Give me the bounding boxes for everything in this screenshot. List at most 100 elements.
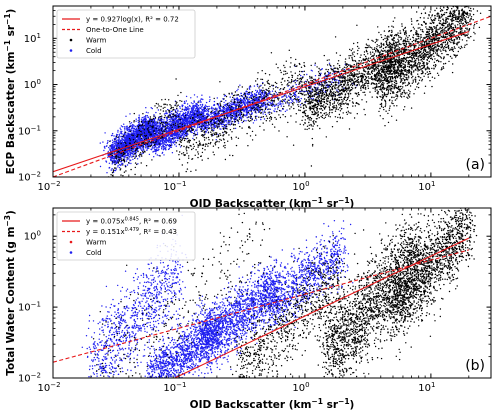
data-point [165,137,167,139]
data-point [194,126,196,128]
data-point [319,75,321,77]
data-point [104,147,106,149]
data-point [286,109,288,111]
data-point [153,119,156,122]
data-point [162,139,165,141]
data-point [163,147,165,149]
data-point [249,100,251,103]
data-point [234,127,237,130]
data-point [232,107,235,109]
data-point [250,101,252,104]
data-point [231,101,233,103]
data-point [151,122,154,124]
data-point [126,134,129,136]
data-point [121,159,123,162]
data-point [152,133,154,135]
data-point [229,124,232,126]
data-point [125,160,128,162]
data-point [182,104,184,107]
data-point [295,95,297,97]
data-point [202,109,204,111]
data-point [250,94,252,97]
data-point [193,100,195,102]
data-point [159,125,161,127]
data-point [139,146,142,148]
data-point [154,123,156,125]
data-point [137,125,140,128]
data-point [191,126,193,128]
data-point [128,162,130,164]
data-point [191,131,193,134]
data-point [311,90,313,92]
data-point [128,134,131,136]
data-point [197,105,199,107]
data-point [117,164,119,167]
data-point [179,111,181,113]
data-point [262,111,264,113]
data-point [187,106,189,108]
data-point [195,116,197,119]
data-point [126,125,128,127]
data-point [262,104,264,106]
data-point [159,155,161,157]
data-point [252,122,255,124]
data-point [245,101,247,103]
data-point [177,94,179,97]
data-point [185,100,187,102]
data-point [239,95,241,97]
data-point [169,123,171,126]
data-point [168,140,170,142]
data-point [204,115,206,117]
data-point [172,133,174,135]
data-point [223,108,225,111]
data-point [250,100,252,102]
data-point [201,111,203,113]
data-point [166,104,168,106]
data-point [126,158,128,161]
data-point [156,144,158,146]
data-point [299,104,302,106]
data-point [145,165,148,167]
data-point [121,158,123,160]
data-point [288,95,290,97]
data-point [233,112,235,114]
data-point [262,93,264,96]
data-point [174,128,177,130]
data-point [175,113,177,116]
data-point [188,113,191,115]
data-point [156,146,158,149]
data-point [275,92,277,94]
data-point [126,128,128,130]
data-point [134,157,136,159]
data-point [273,105,276,108]
data-point [171,121,173,123]
data-point [205,110,207,113]
data-point [248,113,251,115]
data-point [205,124,208,127]
data-point [140,130,142,133]
data-point [125,115,127,118]
data-point [124,131,127,133]
data-point [226,109,228,112]
data-point [156,154,158,156]
data-point [263,118,266,120]
data-point [143,119,145,121]
data-point [174,126,176,128]
data-point [258,89,261,91]
data-point [192,105,194,107]
data-point [246,117,248,119]
data-point [158,129,160,131]
data-point [115,135,118,137]
data-point [106,145,108,147]
data-point [166,126,168,128]
data-point [255,119,258,121]
data-point [202,98,204,101]
data-point [148,143,150,145]
data-point [225,100,227,102]
data-point [118,133,121,135]
data-point [300,97,302,100]
data-point [127,139,129,142]
data-point [109,148,111,150]
data-point [117,129,119,132]
data-point [259,109,261,112]
